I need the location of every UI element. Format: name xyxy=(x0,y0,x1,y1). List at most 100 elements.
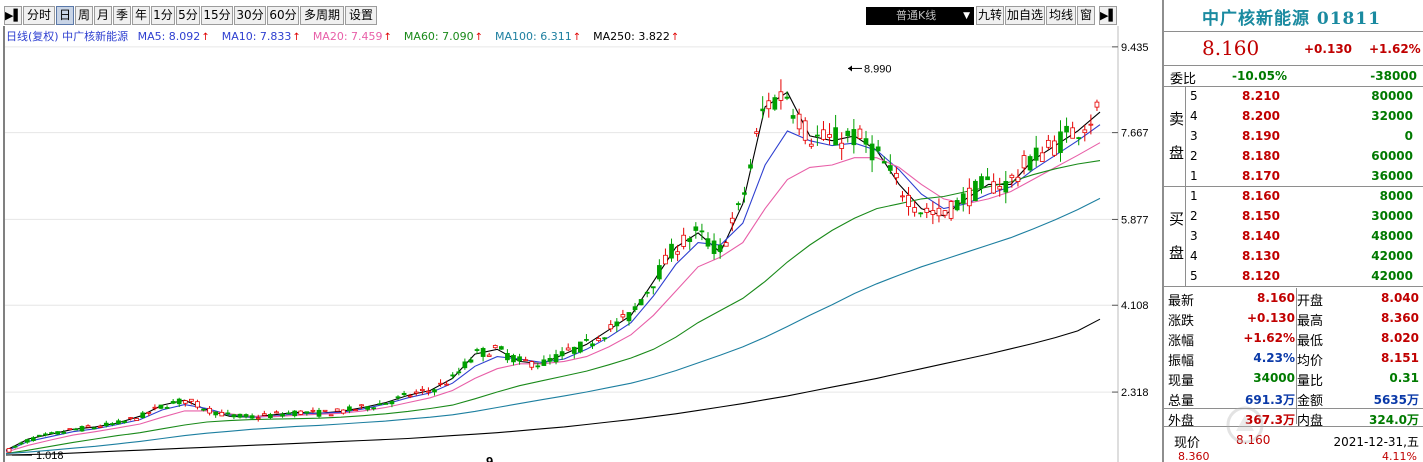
candle-body xyxy=(833,127,838,146)
candle-body xyxy=(395,396,401,399)
order-book-row[interactable]: 5 8.120 42000 xyxy=(1186,266,1423,286)
price-change-pct: +1.62% xyxy=(1369,42,1421,56)
partial-value-left: 8.360 xyxy=(1178,450,1210,462)
candle-body xyxy=(620,314,626,318)
candle-body xyxy=(268,414,273,419)
order-book-row[interactable]: 3 8.140 48000 xyxy=(1186,226,1423,246)
ma-legend-value: MA250: 3.822 xyxy=(593,30,670,43)
candle-body xyxy=(815,134,820,137)
collapse-panel-icon[interactable]: ▶▌ xyxy=(1099,6,1117,25)
candle-body xyxy=(286,412,291,415)
candle-body xyxy=(456,371,462,374)
period-button-1[interactable]: 日 xyxy=(56,6,74,25)
sell-label-1: 卖 xyxy=(1169,110,1185,128)
period-button-11[interactable]: 多周期 xyxy=(300,6,344,25)
period-button-2[interactable]: 周 xyxy=(75,6,93,25)
candle-body xyxy=(419,388,425,391)
tool-button-3[interactable]: 窗 xyxy=(1077,6,1095,25)
order-book-row[interactable]: 5 8.210 80000 xyxy=(1186,86,1423,106)
candle xyxy=(881,156,887,164)
candle xyxy=(723,240,729,247)
stat-value: 5635万 xyxy=(1373,393,1419,407)
candle xyxy=(450,372,456,380)
candle-body xyxy=(170,401,176,404)
period-button-3[interactable]: 月 xyxy=(94,6,112,25)
order-book-row[interactable]: 4 8.200 32000 xyxy=(1186,106,1423,126)
candle-body xyxy=(869,143,875,161)
up-arrow-icon: ↑ xyxy=(383,32,392,43)
order-book-row[interactable]: 2 8.150 30000 xyxy=(1186,206,1423,226)
candle xyxy=(310,407,316,414)
stats-row: 最新 8.160 开盘 8.040 xyxy=(1164,288,1423,309)
period-button-8[interactable]: 15分 xyxy=(201,6,233,25)
order-book-row[interactable]: 1 8.170 36000 xyxy=(1186,166,1423,186)
ma-legend-value: MA60: 7.090 xyxy=(403,30,474,43)
candle-body xyxy=(687,238,693,242)
period-button-12[interactable]: 设置 xyxy=(345,6,377,25)
order-book-row[interactable]: 1 8.160 8000 xyxy=(1186,186,1423,206)
candle-body xyxy=(304,411,310,414)
period-button-5[interactable]: 年 xyxy=(132,6,150,25)
candle xyxy=(936,198,942,223)
buy-side-label: 买 盘 xyxy=(1164,186,1186,286)
candle xyxy=(492,344,498,349)
tool-button-1[interactable]: 加自选 xyxy=(1005,6,1045,25)
order-level: 2 xyxy=(1190,209,1198,223)
candle-body xyxy=(699,230,705,233)
candle xyxy=(845,128,851,143)
period-button-4[interactable]: 季 xyxy=(113,6,131,25)
candle-body xyxy=(1003,181,1009,193)
candle xyxy=(1033,135,1039,167)
period-button-7[interactable]: 5分 xyxy=(176,6,200,25)
candle-body xyxy=(839,142,845,149)
tool-button-0[interactable]: 九转 xyxy=(976,6,1004,25)
candle xyxy=(954,197,960,212)
prev-nav-icon[interactable]: ▶▌ xyxy=(4,6,22,25)
candle xyxy=(401,390,407,397)
order-book-row[interactable]: 4 8.130 42000 xyxy=(1186,246,1423,266)
watermark-emblem-icon xyxy=(1226,406,1264,444)
candle-body xyxy=(863,138,869,145)
candle-body xyxy=(930,210,936,215)
tick-row-partial: 8.360 4.11% xyxy=(1164,450,1423,462)
low-label: 1.018 xyxy=(36,450,64,462)
candle-body xyxy=(255,417,261,420)
candle-body xyxy=(152,406,158,409)
tick-row: 现价 8.160 2021-12-31,五 xyxy=(1164,430,1423,451)
candle xyxy=(219,409,225,417)
candle-body xyxy=(328,414,334,417)
candle xyxy=(444,380,449,386)
order-price: 8.140 xyxy=(1242,229,1280,243)
candle xyxy=(960,187,966,212)
tool-button-2[interactable]: 均线 xyxy=(1046,6,1076,25)
order-book-row[interactable]: 2 8.180 60000 xyxy=(1186,146,1423,166)
kline-chart[interactable]: 9.435 7.667 5.877 4.108 2.318 8.990 1.018 9 xyxy=(0,26,1160,462)
candle-body xyxy=(979,176,984,189)
period-button-6[interactable]: 1分 xyxy=(151,6,175,25)
candle xyxy=(31,436,36,442)
candle-body xyxy=(462,361,468,369)
period-button-10[interactable]: 60分 xyxy=(267,6,299,25)
candle-body xyxy=(511,355,516,363)
candle-body xyxy=(675,251,680,255)
candle-body xyxy=(189,398,194,402)
ma-legend-value: MA5: 8.092 xyxy=(137,30,201,43)
candle xyxy=(681,227,687,250)
candle-body xyxy=(553,354,559,363)
candle-body xyxy=(906,194,911,207)
candle xyxy=(195,399,200,410)
order-book-row[interactable]: 3 8.190 0 xyxy=(1186,126,1423,146)
ratio-diff: -38000 xyxy=(1370,69,1417,83)
candle-body xyxy=(778,91,784,101)
period-button-9[interactable]: 30分 xyxy=(234,6,266,25)
kline-type-select[interactable]: 普通K线 ▼ xyxy=(866,7,974,25)
candle-body xyxy=(389,401,395,405)
candle-body xyxy=(85,425,91,428)
period-button-0[interactable]: 分时 xyxy=(23,6,55,25)
candle xyxy=(626,312,632,326)
candle-body xyxy=(912,207,917,213)
candle-body xyxy=(942,210,948,216)
stat-label: 总量 xyxy=(1168,394,1195,409)
candle-body xyxy=(1088,123,1094,126)
ask-book: 卖 盘 5 8.210 80000 4 8.200 32000 3 8.190 0 2 8.180 6… xyxy=(1164,86,1423,186)
